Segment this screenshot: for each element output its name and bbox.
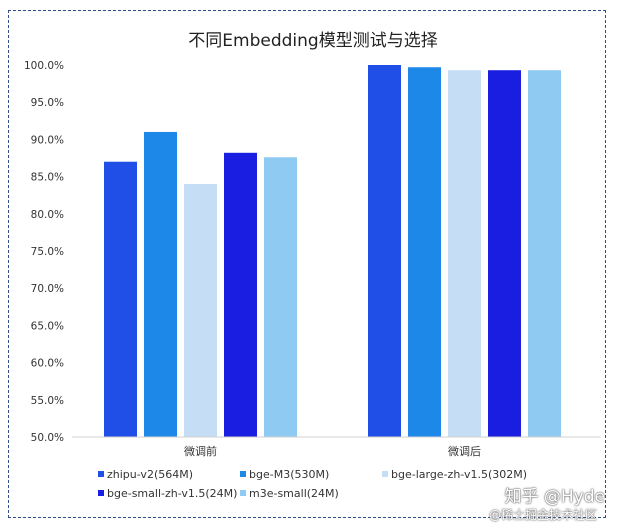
y-tick-label: 75.0%	[31, 246, 64, 258]
legend-label: bge-large-zh-v1.5(302M)	[391, 468, 527, 481]
bar	[488, 70, 521, 437]
y-tick-label: 55.0%	[31, 395, 64, 407]
bar	[184, 184, 217, 437]
bar	[448, 70, 481, 437]
bar	[104, 161, 137, 437]
bar	[264, 157, 297, 438]
bars-group	[104, 65, 561, 438]
chart-frame	[8, 10, 606, 518]
chart-title: 不同Embedding模型测试与选择	[188, 31, 437, 51]
watermark-brand: 知乎 @Hyde	[504, 487, 606, 507]
bar	[224, 152, 257, 438]
legend-label: bge-small-zh-v1.5(24M)	[107, 487, 237, 500]
bar	[368, 65, 401, 437]
y-tick-label: 100.0%	[24, 60, 64, 72]
y-tick-label: 50.0%	[31, 432, 64, 444]
legend: zhipu-v2(564M) bge-M3(530M) bge-large-zh-v…	[98, 468, 527, 500]
legend-swatch	[240, 490, 246, 496]
legend-swatch	[382, 471, 388, 477]
legend-swatch	[240, 471, 246, 477]
watermark-source: @稀土掘金技术社区	[488, 508, 597, 522]
x-axis: 微调前 微调后	[72, 436, 600, 458]
bar	[528, 70, 561, 437]
legend-swatch	[98, 471, 104, 477]
legend-label: bge-M3(530M)	[249, 468, 329, 481]
x-category-label: 微调前	[184, 444, 217, 458]
bar	[144, 131, 177, 437]
y-tick-label: 95.0%	[31, 97, 64, 109]
y-tick-label: 60.0%	[31, 358, 64, 370]
y-tick-label: 85.0%	[31, 172, 64, 184]
legend-label: m3e-small(24M)	[249, 487, 339, 500]
y-axis: 50.0% 55.0% 60.0% 65.0% 70.0% 75.0% 80.0% 85.0%…	[24, 60, 64, 444]
legend-label: zhipu-v2(564M)	[107, 468, 193, 481]
y-tick-label: 70.0%	[31, 283, 64, 295]
y-tick-label: 90.0%	[31, 134, 64, 146]
y-tick-label: 65.0%	[31, 320, 64, 332]
x-category-label: 微调后	[448, 444, 481, 458]
bar	[408, 67, 441, 438]
y-tick-label: 80.0%	[31, 209, 64, 221]
legend-swatch	[98, 490, 104, 496]
